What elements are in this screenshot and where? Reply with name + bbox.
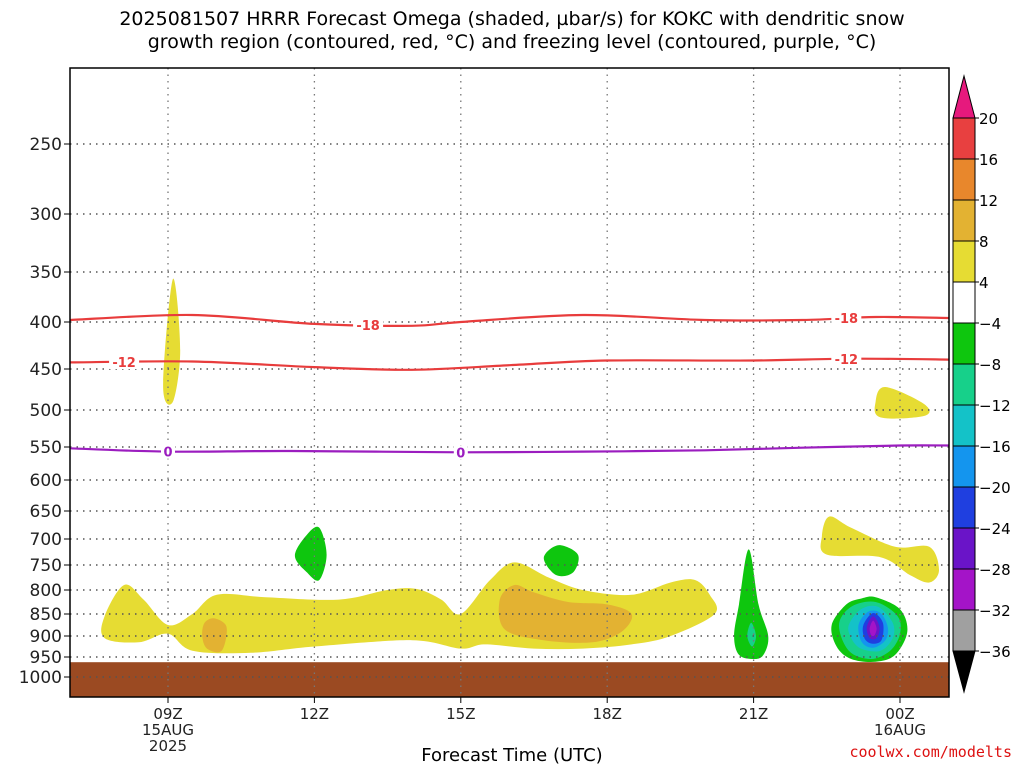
y-tick-label-300: 300 bbox=[30, 205, 62, 225]
contour-lines: -18 -18 -12 -12 0 0 bbox=[70, 311, 949, 461]
y-tick-label-900: 900 bbox=[30, 627, 62, 647]
colorbar-segment-7 bbox=[952, 363, 976, 406]
y-tick-label-850: 850 bbox=[30, 605, 62, 625]
colorbar-label-13: −36 bbox=[979, 643, 1011, 661]
y-tick-label-250: 250 bbox=[30, 135, 62, 155]
contour-label-bg-dendritic-minus12-1 bbox=[831, 351, 862, 366]
colorbar-label-7: −12 bbox=[979, 397, 1011, 415]
contour-label-bg-freezing-level-0-1 bbox=[453, 445, 468, 460]
y-tick-label-700: 700 bbox=[30, 530, 62, 550]
colorbar-label-0: 20 bbox=[979, 110, 998, 128]
credit-text: coolwx.com/modelts bbox=[849, 743, 1012, 761]
region-magenta-23z-core bbox=[869, 620, 877, 636]
x-tick-label-00Z: 00Z bbox=[885, 705, 914, 723]
colorbar-segment-10 bbox=[952, 486, 976, 529]
x-tick-label-15Z: 15Z bbox=[446, 705, 475, 723]
contour-label-bg-dendritic-minus18-0 bbox=[353, 317, 384, 332]
colorbar: 20 16 12 8 4 −4 −8 −12 −16 −20 −24 −28 −32 −36 bbox=[952, 74, 1011, 694]
y-tick-label-350: 350 bbox=[30, 263, 62, 283]
shaded-regions bbox=[101, 278, 939, 663]
contour-label-dendritic-minus12-1: -12 bbox=[835, 353, 859, 368]
colorbar-segment-11 bbox=[952, 527, 976, 570]
ground-layer bbox=[70, 662, 949, 697]
colorbar-segment-2 bbox=[952, 158, 976, 201]
colorbar-segment-6 bbox=[952, 322, 976, 365]
region-orange-lowlevel-1 bbox=[202, 618, 227, 653]
colorbar-label-2: 12 bbox=[979, 192, 998, 210]
x-tick-label-21Z: 21Z bbox=[739, 705, 768, 723]
contour-label-freezing-level-0-1: 0 bbox=[456, 446, 465, 461]
colorbar-segment-12 bbox=[952, 568, 976, 611]
colorbar-segment-9 bbox=[952, 445, 976, 488]
ground-fill bbox=[70, 662, 949, 697]
colorbar-segment-3 bbox=[952, 199, 976, 242]
contour-freezing-level-0 bbox=[70, 444, 949, 454]
colorbar-label-3: 8 bbox=[979, 233, 989, 251]
plot-frame bbox=[69, 67, 950, 698]
colorbar-label-1: 16 bbox=[979, 151, 998, 169]
region-yellow-2230-slant bbox=[820, 516, 939, 583]
y-axis: 2503003504004505005506006507007508008509… bbox=[19, 135, 70, 688]
colorbar-segment-4 bbox=[952, 240, 976, 283]
contour-dendritic-minus12 bbox=[70, 357, 949, 371]
colorbar-label-12: −32 bbox=[979, 602, 1011, 620]
colorbar-label-11: −28 bbox=[979, 561, 1011, 579]
region-green-12z bbox=[294, 526, 327, 581]
colorbar-segment-8 bbox=[952, 404, 976, 447]
colorbar-label-8: −16 bbox=[979, 438, 1011, 456]
contour-label-bg-freezing-level-0-0 bbox=[161, 444, 175, 459]
contour-label-dendritic-minus12-0: -12 bbox=[112, 356, 136, 371]
colorbar-label-9: −20 bbox=[979, 479, 1011, 497]
colorbar-segment-1 bbox=[952, 117, 976, 160]
x-tick-label-12Z: 12Z bbox=[300, 705, 329, 723]
x-axis-title: Forecast Time (UTC) bbox=[421, 745, 603, 766]
y-tick-label-800: 800 bbox=[30, 581, 62, 601]
x-tick-sublabel-09Z-1: 2025 bbox=[149, 737, 187, 755]
y-tick-label-600: 600 bbox=[30, 471, 62, 491]
plot-border bbox=[69, 67, 950, 698]
region-yellow-upper-right bbox=[874, 386, 930, 419]
colorbar-label-10: −24 bbox=[979, 520, 1011, 538]
contour-label-bg-dendritic-minus18-1 bbox=[831, 311, 862, 326]
contour-label-dendritic-minus18-1: -18 bbox=[835, 312, 859, 327]
colorbar-label-5: −4 bbox=[979, 315, 1001, 333]
y-tick-label-750: 750 bbox=[30, 556, 62, 576]
y-tick-label-950: 950 bbox=[30, 648, 62, 668]
y-tick-label-1000: 1000 bbox=[19, 668, 62, 688]
x-tick-label-09Z: 09Z bbox=[153, 705, 182, 723]
contour-dendritic-minus18 bbox=[70, 313, 949, 327]
x-tick-label-18Z: 18Z bbox=[593, 705, 622, 723]
grid-lines bbox=[70, 68, 949, 697]
y-tick-label-450: 450 bbox=[30, 360, 62, 380]
y-tick-label-650: 650 bbox=[30, 502, 62, 522]
x-tick-sublabel-09Z-0: 15AUG bbox=[142, 721, 194, 739]
region-yellow-lowlevel-main bbox=[101, 562, 718, 654]
y-tick-label-550: 550 bbox=[30, 438, 62, 458]
y-tick-label-400: 400 bbox=[30, 313, 62, 333]
chart-title: 2025081507 HRRR Forecast Omega (shaded, … bbox=[119, 8, 905, 53]
region-yellow-upper-09z bbox=[163, 278, 181, 405]
region-green-21z bbox=[734, 549, 769, 659]
colorbar-label-4: 4 bbox=[979, 274, 989, 292]
region-green-17z bbox=[543, 545, 579, 577]
contour-label-dendritic-minus18-0: -18 bbox=[356, 319, 380, 334]
x-tick-sublabel-00Z-0: 16AUG bbox=[874, 721, 926, 739]
y-tick-label-500: 500 bbox=[30, 401, 62, 421]
contour-label-freezing-level-0-0: 0 bbox=[163, 446, 172, 461]
colorbar-segment-13 bbox=[952, 609, 976, 652]
colorbar-arrow-top bbox=[952, 74, 976, 119]
colorbar-segment-5 bbox=[952, 281, 976, 324]
colorbar-label-6: −8 bbox=[979, 356, 1001, 374]
colorbar-arrow-bottom bbox=[952, 650, 976, 694]
contour-label-bg-dendritic-minus12-0 bbox=[109, 355, 140, 370]
